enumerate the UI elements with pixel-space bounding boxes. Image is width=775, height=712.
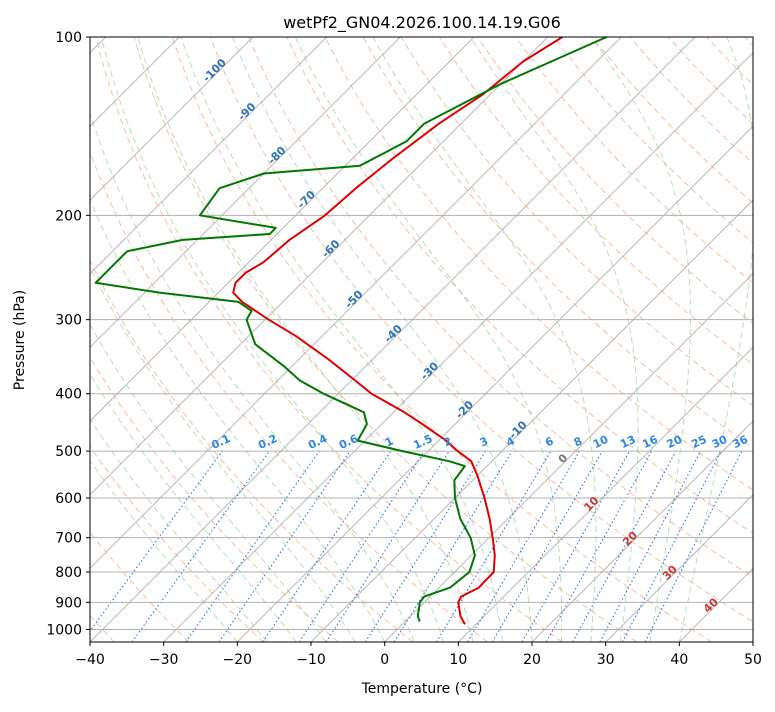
x-tick-label: −20	[223, 652, 253, 668]
x-axis-label: Temperature (°C)	[361, 681, 483, 697]
x-tick-label: 50	[744, 652, 762, 668]
x-tick-label: 20	[523, 652, 541, 668]
y-tick-label: 500	[55, 444, 82, 460]
y-tick-label: 300	[55, 313, 82, 329]
x-tick-label: 30	[597, 652, 615, 668]
y-tick-label: 700	[55, 531, 82, 547]
y-tick-label: 800	[55, 565, 82, 581]
y-axis-label: Pressure (hPa)	[12, 290, 28, 390]
y-tick-label: 900	[55, 595, 82, 611]
y-tick-label: 1000	[46, 622, 82, 638]
y-tick-label: 200	[55, 208, 82, 224]
y-tick-label: 400	[55, 387, 82, 403]
x-tick-label: −40	[75, 652, 105, 668]
x-tick-label: 10	[449, 652, 467, 668]
x-tick-label: 0	[380, 652, 389, 668]
x-tick-label: 40	[670, 652, 688, 668]
chart-title: wetPf2_GN04.2026.100.14.19.G06	[283, 13, 561, 33]
y-tick-label: 600	[55, 491, 82, 507]
x-tick-label: −30	[149, 652, 179, 668]
y-tick-label: 100	[55, 30, 82, 46]
x-tick-label: −10	[296, 652, 326, 668]
